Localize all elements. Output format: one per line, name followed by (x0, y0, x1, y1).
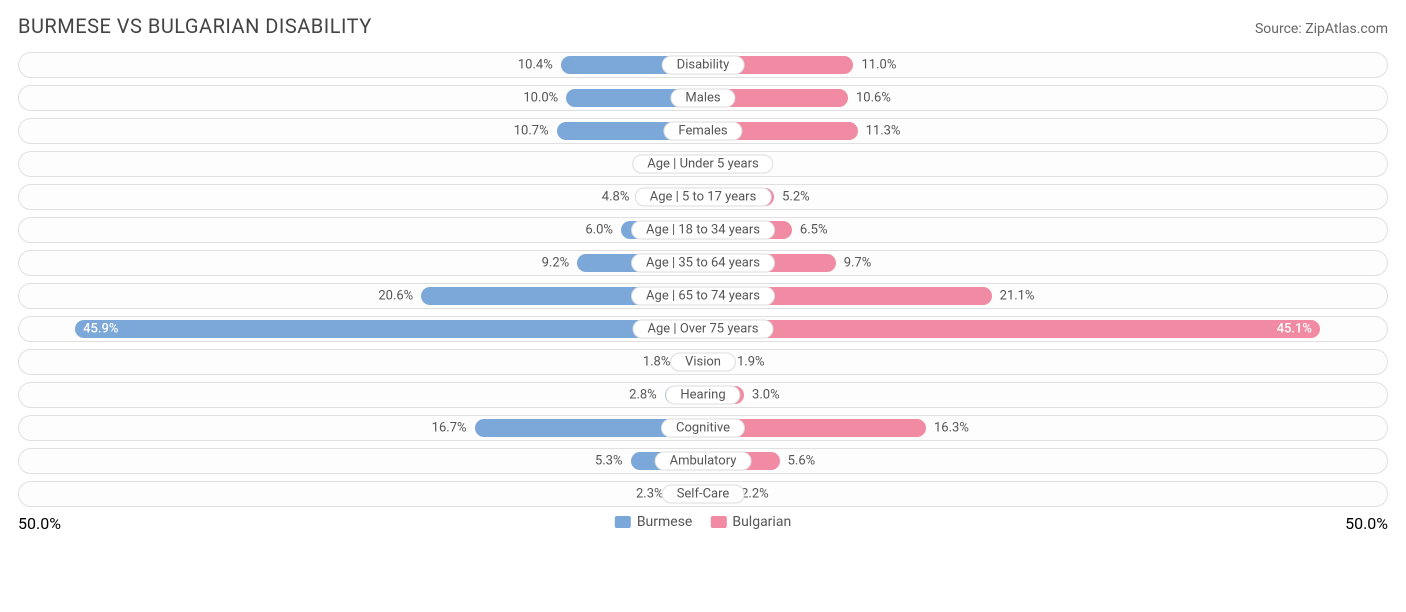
category-label: Self-Care (662, 485, 745, 504)
chart-row: 9.2% 9.7% Age | 35 to 64 years (18, 250, 1388, 276)
axis-label-left: 50.0% (18, 514, 61, 533)
chart-row: 5.3% 5.6% Ambulatory (18, 448, 1388, 474)
axis-label-right: 50.0% (1345, 514, 1388, 533)
chart-row: 10.4% 11.0% Disability (18, 52, 1388, 78)
chart-source: Source: ZipAtlas.com (1255, 21, 1388, 37)
value-left: 5.3% (595, 454, 631, 469)
value-left: 10.0% (523, 91, 566, 106)
value-left: 45.9% (83, 322, 118, 337)
value-right: 6.5% (792, 223, 828, 238)
value-left: 9.2% (542, 256, 578, 271)
value-right: 3.0% (744, 388, 780, 403)
category-label: Vision (670, 353, 736, 372)
category-label: Ambulatory (655, 452, 752, 471)
category-label: Age | 65 to 74 years (631, 287, 775, 306)
chart-legend: Burmese Bulgarian (615, 514, 791, 530)
value-left: 20.6% (378, 289, 421, 304)
value-right: 16.3% (926, 421, 969, 436)
chart-footer: 50.0% Burmese Bulgarian 50.0% (18, 514, 1388, 534)
value-right: 11.3% (858, 124, 901, 139)
value-right: 5.2% (774, 190, 810, 205)
value-right: 9.7% (836, 256, 872, 271)
category-label: Age | Under 5 years (632, 155, 773, 174)
chart-row: 10.0% 10.6% Males (18, 85, 1388, 111)
category-label: Age | 5 to 17 years (635, 188, 772, 207)
chart-row: 4.8% 5.2%Age | 5 to 17 years (18, 184, 1388, 210)
value-left: 6.0% (585, 223, 621, 238)
legend-label-bulgarian: Bulgarian (732, 514, 791, 530)
value-right: 21.1% (992, 289, 1035, 304)
chart-row: 1.1%1.3%Age | Under 5 years (18, 151, 1388, 177)
category-label: Males (670, 89, 735, 108)
value-left: 10.4% (518, 58, 561, 73)
chart-row: 45.9% 45.1% Age | Over 75 years (18, 316, 1388, 342)
chart-header: BURMESE VS BULGARIAN DISABILITY Source: … (18, 14, 1388, 38)
legend-swatch-bulgarian (710, 516, 726, 528)
chart-row: 16.7% 16.3% Cognitive (18, 415, 1388, 441)
value-left: 4.8% (602, 190, 638, 205)
legend-item-bulgarian: Bulgarian (710, 514, 791, 530)
value-left: 2.8% (629, 388, 665, 403)
value-left: 10.7% (514, 124, 557, 139)
legend-label-burmese: Burmese (637, 514, 693, 530)
value-left: 16.7% (432, 421, 475, 436)
category-label: Age | Over 75 years (633, 320, 774, 339)
chart-row: 1.8%1.9%Vision (18, 349, 1388, 375)
category-label: Females (663, 122, 742, 141)
bar-right (703, 320, 1320, 338)
value-right: 45.1% (1277, 322, 1312, 337)
legend-swatch-burmese (615, 516, 631, 528)
chart-row: 2.8% 3.0% Hearing (18, 382, 1388, 408)
chart-container: BURMESE VS BULGARIAN DISABILITY Source: … (0, 0, 1406, 544)
chart-row: 10.7% 11.3% Females (18, 118, 1388, 144)
chart-row: 6.0% 6.5% Age | 18 to 34 years (18, 217, 1388, 243)
chart-row: 2.3%2.2%Self-Care (18, 481, 1388, 507)
category-label: Age | 18 to 34 years (631, 221, 775, 240)
chart-row: 20.6% 21.1% Age | 65 to 74 years (18, 283, 1388, 309)
bar-left (75, 320, 703, 338)
value-right: 11.0% (853, 58, 896, 73)
category-label: Age | 35 to 64 years (631, 254, 775, 273)
value-right: 5.6% (780, 454, 816, 469)
category-label: Cognitive (661, 419, 745, 438)
category-label: Hearing (665, 386, 740, 405)
category-label: Disability (662, 56, 745, 75)
chart-rows: 10.4% 11.0% Disability 10.0% 10.6% Males 10.7%… (18, 52, 1388, 507)
chart-title: BURMESE VS BULGARIAN DISABILITY (18, 14, 372, 38)
value-right: 10.6% (848, 91, 891, 106)
legend-item-burmese: Burmese (615, 514, 693, 530)
